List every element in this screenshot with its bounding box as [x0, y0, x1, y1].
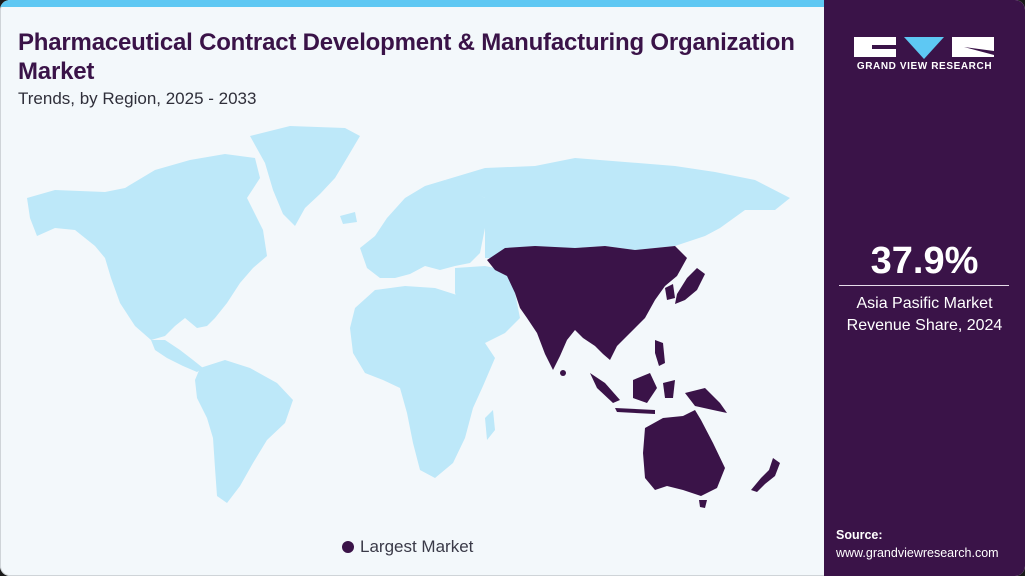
region-europe: [360, 180, 485, 278]
market-share-label-line2: Revenue Share, 2024: [846, 317, 1003, 334]
region-sumatra: [590, 373, 620, 403]
region-south-america: [195, 360, 293, 503]
source-url[interactable]: www.grandviewresearch.com: [836, 546, 999, 560]
region-madagascar: [485, 410, 495, 440]
region-greenland: [250, 126, 360, 226]
page-subtitle: Trends, by Region, 2025 - 2033: [18, 89, 257, 108]
accent-bar: [0, 0, 824, 7]
region-philippines: [655, 340, 665, 366]
gvr-logo-icon: [854, 37, 994, 59]
market-share-label-line1: Asia Pasific Market: [856, 295, 993, 312]
region-borneo: [633, 373, 657, 403]
region-russia: [445, 158, 790, 258]
page-title: Pharmaceutical Contract Development & Ma…: [18, 29, 795, 85]
region-africa: [350, 286, 495, 478]
region-sulawesi: [663, 380, 675, 398]
source-label: Source:: [836, 528, 883, 542]
region-central-america: [151, 340, 203, 372]
market-share-value: 37.9%: [870, 240, 979, 282]
world-map: [27, 126, 790, 508]
region-new-zealand: [751, 458, 780, 492]
region-java: [615, 408, 655, 414]
stat-divider: [839, 285, 1009, 286]
legend-dot-icon: [342, 541, 354, 553]
region-north-america: [27, 154, 267, 340]
region-japan: [675, 268, 705, 304]
asia-pacific-region: [487, 246, 780, 508]
sidebar-panel: GRAND VIEW RESEARCH 37.9% Asia Pasific M…: [824, 0, 1025, 576]
market-share-label: Asia Pasific Market Revenue Share, 2024: [824, 293, 1025, 337]
region-sri-lanka: [560, 370, 566, 376]
map-legend: Largest Market: [342, 537, 473, 557]
region-new-guinea: [685, 388, 727, 413]
region-korea: [665, 284, 675, 300]
region-asia: [487, 246, 687, 370]
brand-name: GRAND VIEW RESEARCH: [856, 61, 993, 72]
region-australia: [643, 410, 725, 496]
region-iceland: [340, 212, 357, 224]
legend-label: Largest Market: [360, 537, 474, 556]
region-tasmania: [699, 500, 707, 508]
other-regions: [27, 126, 790, 503]
source-block: Source: www.grandviewresearch.com: [836, 526, 999, 562]
